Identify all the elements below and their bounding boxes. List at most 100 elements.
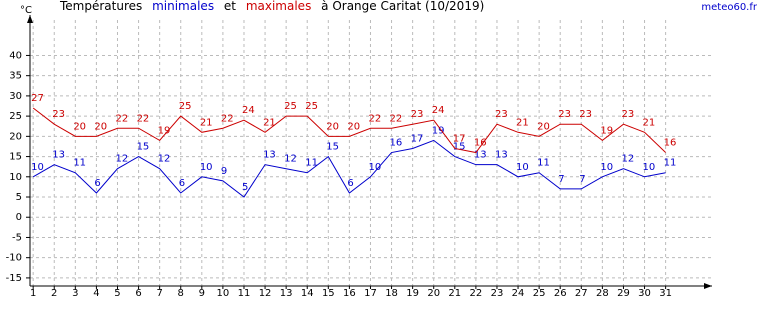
x-tick-label: 15 bbox=[322, 288, 335, 299]
x-tick-label: 11 bbox=[238, 288, 251, 299]
data-label: 6 bbox=[347, 178, 353, 189]
data-label: 13 bbox=[52, 150, 65, 161]
data-label: 15 bbox=[137, 142, 150, 153]
data-label: 6 bbox=[179, 178, 185, 189]
x-tick-label: 14 bbox=[301, 288, 314, 299]
y-tick-label: 15 bbox=[9, 152, 22, 163]
data-label: 20 bbox=[73, 121, 86, 132]
y-tick-label: 40 bbox=[9, 50, 22, 61]
y-tick-label: 10 bbox=[9, 172, 22, 183]
data-label: 24 bbox=[242, 105, 255, 116]
data-label: 6 bbox=[94, 178, 100, 189]
y-tick-label: 20 bbox=[9, 131, 22, 142]
data-label: 16 bbox=[474, 138, 487, 149]
data-label: 10 bbox=[368, 162, 381, 173]
source-link[interactable]: meteo60.fr bbox=[701, 2, 758, 13]
x-tick-label: 27 bbox=[575, 288, 588, 299]
data-label: 23 bbox=[579, 109, 592, 120]
data-label: 23 bbox=[621, 109, 634, 120]
x-tick-label: 8 bbox=[178, 288, 184, 299]
data-label: 20 bbox=[326, 121, 339, 132]
data-label: 12 bbox=[158, 154, 171, 165]
data-label: 24 bbox=[432, 105, 445, 116]
x-tick-label: 19 bbox=[406, 288, 419, 299]
x-tick-label: 21 bbox=[448, 288, 461, 299]
y-tick-label: 5 bbox=[16, 192, 22, 203]
data-label: 17 bbox=[453, 133, 466, 144]
data-label: 12 bbox=[284, 154, 297, 165]
x-tick-label: 23 bbox=[491, 288, 504, 299]
legend-entry: minimales bbox=[152, 0, 214, 13]
x-tick-label: 12 bbox=[259, 288, 272, 299]
data-label: 16 bbox=[390, 138, 403, 149]
x-tick-label: 13 bbox=[280, 288, 293, 299]
data-label: 19 bbox=[432, 125, 445, 136]
data-label: 10 bbox=[31, 162, 44, 173]
data-label: 10 bbox=[516, 162, 529, 173]
data-label: 15 bbox=[326, 142, 339, 153]
x-tick-label: 10 bbox=[217, 288, 230, 299]
data-label: 10 bbox=[200, 162, 213, 173]
y-tick-label: -10 bbox=[6, 253, 22, 264]
x-tick-label: 5 bbox=[114, 288, 120, 299]
data-label: 13 bbox=[474, 150, 487, 161]
data-label: 9 bbox=[221, 166, 227, 177]
data-label: 7 bbox=[579, 174, 585, 185]
data-label: 16 bbox=[664, 138, 677, 149]
x-tick-label: 3 bbox=[72, 288, 78, 299]
x-tick-label: 30 bbox=[638, 288, 651, 299]
y-tick-label: -5 bbox=[12, 232, 22, 243]
data-label: 11 bbox=[73, 158, 86, 169]
data-label: 20 bbox=[347, 121, 360, 132]
x-tick-label: 28 bbox=[596, 288, 609, 299]
data-label: 21 bbox=[200, 117, 213, 128]
x-tick-label: 31 bbox=[659, 288, 672, 299]
data-label: 22 bbox=[115, 113, 128, 124]
data-label: 19 bbox=[600, 125, 613, 136]
data-label: 19 bbox=[158, 125, 171, 136]
x-tick-label: 7 bbox=[156, 288, 162, 299]
data-label: 25 bbox=[179, 101, 192, 112]
data-label: 22 bbox=[221, 113, 234, 124]
data-label: 12 bbox=[621, 154, 634, 165]
x-tick-label: 17 bbox=[364, 288, 377, 299]
series-line bbox=[32, 107, 666, 154]
x-tick-label: 4 bbox=[93, 288, 99, 299]
x-tick-label: 22 bbox=[470, 288, 483, 299]
data-label: 12 bbox=[115, 154, 128, 165]
chart-title: Températures minimales et maximales à Or… bbox=[59, 0, 484, 13]
data-label: 7 bbox=[558, 174, 564, 185]
data-label: 11 bbox=[537, 158, 550, 169]
data-label: 13 bbox=[495, 150, 508, 161]
data-label: 22 bbox=[390, 113, 403, 124]
x-tick-label: 26 bbox=[554, 288, 567, 299]
data-label: 22 bbox=[137, 113, 150, 124]
y-tick-label: 35 bbox=[9, 71, 22, 82]
x-tick-label: 25 bbox=[533, 288, 546, 299]
data-label: 23 bbox=[411, 109, 424, 120]
y-axis-arrow bbox=[27, 15, 33, 23]
data-label: 5 bbox=[242, 182, 248, 193]
data-label: 23 bbox=[52, 109, 65, 120]
data-label: 11 bbox=[305, 158, 318, 169]
data-label: 21 bbox=[643, 117, 656, 128]
x-tick-label: 1 bbox=[30, 288, 36, 299]
x-axis-arrow bbox=[704, 283, 712, 289]
title-text: et bbox=[224, 0, 236, 13]
data-label: 23 bbox=[495, 109, 508, 120]
x-tick-label: 16 bbox=[343, 288, 356, 299]
data-label: 21 bbox=[263, 117, 276, 128]
data-label: 27 bbox=[31, 93, 44, 104]
series-line bbox=[32, 139, 666, 198]
data-label: 22 bbox=[368, 113, 381, 124]
data-label: 17 bbox=[411, 133, 424, 144]
y-tick-label: 30 bbox=[9, 91, 22, 102]
data-label: 20 bbox=[537, 121, 550, 132]
data-label: 25 bbox=[284, 101, 297, 112]
data-label: 23 bbox=[558, 109, 571, 120]
y-tick-label: -15 bbox=[6, 273, 22, 284]
y-tick-label: 25 bbox=[9, 111, 22, 122]
x-tick-label: 29 bbox=[617, 288, 630, 299]
x-tick-label: 20 bbox=[427, 288, 440, 299]
